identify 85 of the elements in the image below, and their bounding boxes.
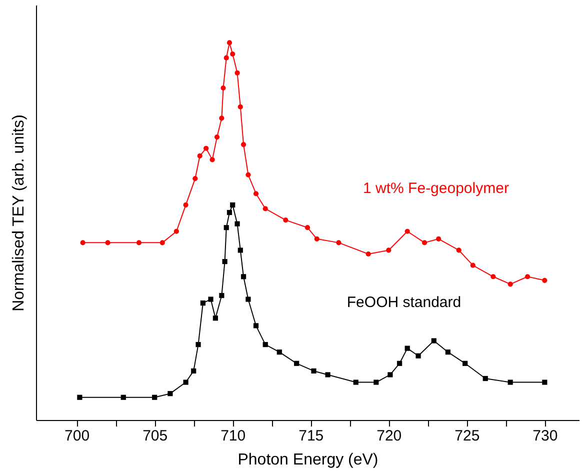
y-axis-title: Normalised TEY (arb. units) <box>10 114 28 312</box>
point <box>404 346 410 351</box>
point <box>204 146 209 151</box>
point <box>152 394 158 400</box>
x-tick-label: 700 <box>64 428 90 444</box>
point <box>80 240 86 246</box>
point <box>224 225 229 230</box>
point <box>136 240 142 246</box>
point <box>470 262 476 268</box>
point <box>314 236 320 242</box>
point <box>508 282 513 287</box>
point <box>397 360 402 366</box>
point <box>276 350 282 355</box>
point <box>191 368 196 374</box>
point <box>120 394 126 400</box>
point <box>422 240 428 246</box>
point <box>482 376 488 382</box>
x-tick-label: 710 <box>220 428 246 444</box>
x-tick-label: 725 <box>454 428 480 444</box>
point <box>230 202 236 208</box>
point <box>436 236 442 242</box>
point <box>168 391 173 396</box>
point <box>210 157 215 162</box>
point <box>542 278 548 283</box>
point <box>262 206 268 212</box>
point <box>404 228 410 234</box>
point <box>222 258 228 264</box>
point <box>253 323 259 328</box>
point <box>283 218 288 223</box>
point <box>240 142 246 148</box>
point <box>246 296 251 302</box>
point <box>490 274 496 280</box>
point <box>416 353 421 358</box>
point <box>219 292 224 298</box>
point <box>200 300 206 306</box>
point <box>224 55 229 60</box>
point <box>196 342 201 348</box>
point <box>366 251 371 257</box>
point <box>208 296 214 302</box>
point <box>240 274 246 280</box>
x-tick-label: 705 <box>142 428 168 444</box>
point <box>445 350 450 355</box>
point <box>212 316 218 321</box>
point <box>214 134 220 140</box>
point <box>386 248 392 253</box>
point <box>238 248 243 253</box>
point <box>105 240 110 246</box>
point <box>374 380 379 385</box>
point <box>174 228 179 234</box>
point <box>234 70 240 76</box>
point <box>183 202 188 208</box>
x-tick-label: 730 <box>532 428 558 444</box>
point <box>353 380 358 385</box>
point <box>220 85 226 91</box>
point <box>311 368 316 374</box>
point <box>325 372 330 378</box>
point <box>197 153 202 158</box>
point <box>246 172 251 178</box>
point <box>294 360 300 366</box>
point <box>226 40 232 46</box>
text: FeOOH standard <box>346 294 462 311</box>
text: 1 wt% Fe-geopolymer <box>363 180 509 197</box>
point <box>160 240 165 246</box>
point <box>431 338 436 344</box>
x-axis-title: Photon Energy (eV) <box>238 452 378 468</box>
x-tick-label: 720 <box>376 428 402 444</box>
point <box>508 380 513 385</box>
point <box>226 210 232 216</box>
point <box>524 274 530 280</box>
point <box>262 342 268 348</box>
point <box>253 191 259 196</box>
point <box>183 380 188 385</box>
x-tick-label: 715 <box>298 428 324 444</box>
point <box>456 248 462 253</box>
point <box>230 52 236 57</box>
point <box>336 240 342 246</box>
point <box>304 225 310 230</box>
point <box>388 372 393 378</box>
point <box>219 116 224 121</box>
point <box>234 221 240 226</box>
point <box>542 380 548 385</box>
point <box>77 394 82 400</box>
point <box>462 360 468 366</box>
point <box>238 104 243 110</box>
point <box>192 176 198 182</box>
